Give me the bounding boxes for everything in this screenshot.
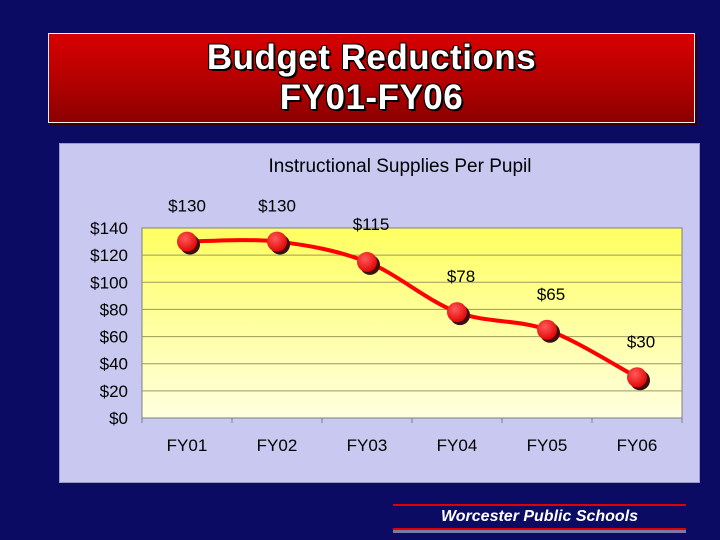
chart-panel: Instructional Supplies Per Pupil $0 $20 $40… xyxy=(59,143,700,483)
x-tick-label: FY06 xyxy=(617,436,658,455)
y-tick-label: $80 xyxy=(100,300,128,319)
data-point xyxy=(177,231,197,252)
data-point xyxy=(357,251,377,272)
x-tick-label: FY03 xyxy=(347,436,388,455)
data-point xyxy=(447,302,467,323)
x-tick-label: FY05 xyxy=(527,436,568,455)
title-banner: Budget Reductions FY01-FY06 xyxy=(48,33,695,123)
data-label: $65 xyxy=(537,285,565,304)
y-tick-label: $40 xyxy=(100,355,128,374)
slide-title-line2: FY01-FY06 xyxy=(279,78,464,117)
data-label: $115 xyxy=(353,215,390,234)
footer-bar: Worcester Public Schools xyxy=(393,504,686,530)
y-tick-label: $120 xyxy=(90,246,128,265)
y-tick-label: $0 xyxy=(109,409,128,428)
data-point xyxy=(267,231,287,252)
y-tick-label: $60 xyxy=(100,328,128,347)
line-chart: Instructional Supplies Per Pupil $0 $20 $40… xyxy=(90,156,683,455)
y-tick-label: $20 xyxy=(100,382,128,401)
x-tick-label: FY04 xyxy=(437,436,478,455)
data-label: $130 xyxy=(168,197,206,216)
data-point xyxy=(537,319,557,340)
data-label: $130 xyxy=(258,197,296,216)
data-label: $78 xyxy=(447,267,475,286)
x-tick-label: FY01 xyxy=(167,436,208,455)
y-tick-label: $100 xyxy=(90,273,128,292)
y-tick-label: $140 xyxy=(90,219,128,238)
data-point xyxy=(627,367,647,388)
footer-text: Worcester Public Schools xyxy=(440,508,639,525)
data-label: $30 xyxy=(627,332,655,351)
plot-area xyxy=(141,227,683,419)
slide-title-line1: Budget Reductions xyxy=(206,38,537,77)
chart-title: Instructional Supplies Per Pupil xyxy=(269,156,532,177)
x-tick-label: FY02 xyxy=(257,436,298,455)
